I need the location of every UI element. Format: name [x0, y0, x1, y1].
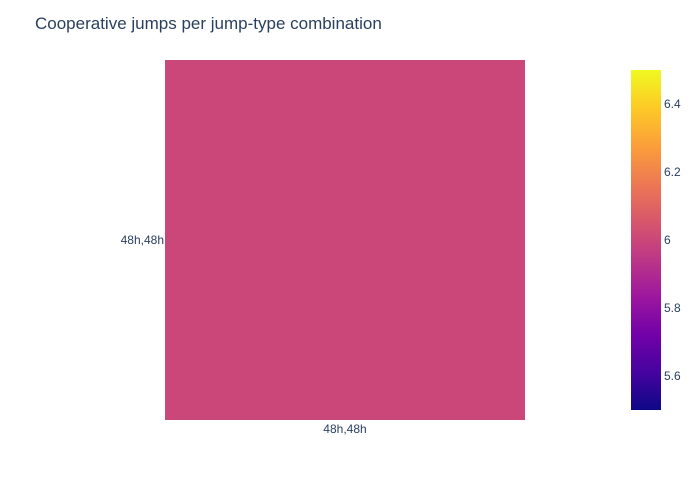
heatmap-cell[interactable]: [165, 60, 525, 420]
heatmap-cells: [165, 60, 525, 420]
colorbar-gradient: [631, 70, 661, 410]
colorbar-tick-label: 5.6: [664, 369, 681, 383]
chart-title: Cooperative jumps per jump-type combinat…: [35, 14, 382, 33]
colorbar-tick-label: 6.4: [664, 97, 681, 111]
colorbar: 5.6 5.8 6 6.2 6.4: [631, 70, 681, 410]
y-axis: 48h,48h: [121, 233, 164, 247]
colorbar-tick-label: 5.8: [664, 301, 681, 315]
x-tick-label: 48h,48h: [323, 422, 366, 436]
x-axis: 48h,48h: [323, 422, 366, 436]
colorbar-tick-label: 6: [664, 233, 671, 247]
colorbar-ticks: 5.6 5.8 6 6.2 6.4: [664, 97, 681, 383]
colorbar-tick-label: 6.2: [664, 165, 681, 179]
y-tick-label: 48h,48h: [121, 233, 164, 247]
